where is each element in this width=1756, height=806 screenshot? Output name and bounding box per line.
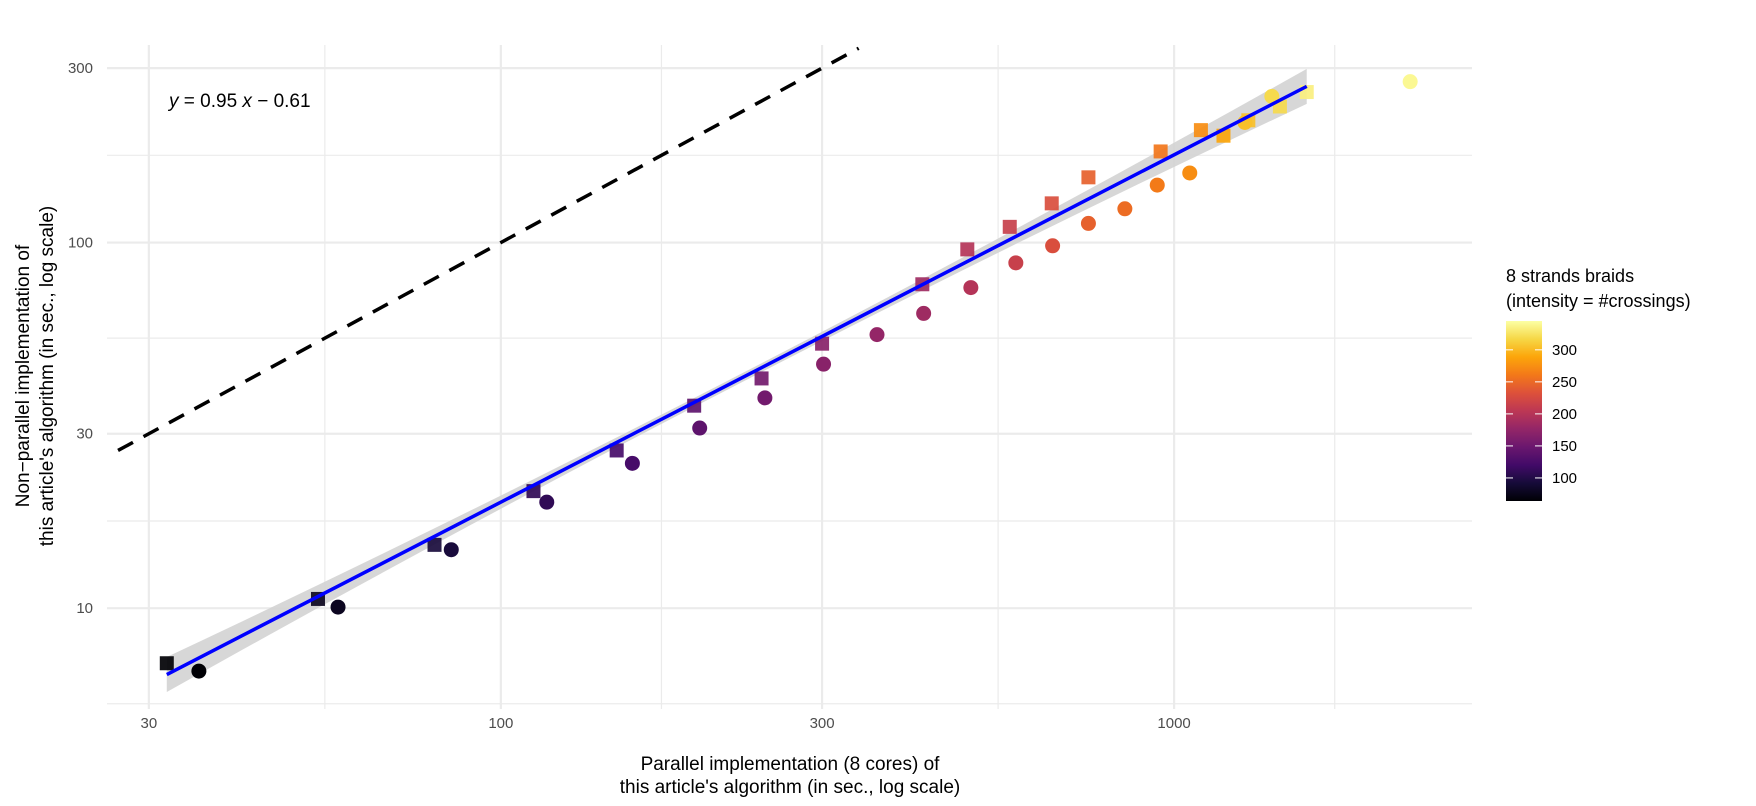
- square-point: [159, 656, 174, 671]
- colorbar-tick-label: 150: [1552, 438, 1577, 455]
- circle-point: [1402, 74, 1418, 90]
- square-point: [1002, 219, 1017, 234]
- colorbar-tick-label: 200: [1552, 406, 1577, 423]
- circle-point: [443, 542, 459, 558]
- circle-point: [1182, 165, 1198, 181]
- colorbar-tick-label: 100: [1552, 470, 1577, 487]
- x-tick-label: 30: [140, 715, 157, 732]
- circle-point: [692, 420, 708, 436]
- colorbar-tick-label: 300: [1552, 342, 1577, 359]
- square-point: [1081, 170, 1096, 185]
- y-tick-label: 100: [68, 235, 93, 252]
- circle-point: [191, 663, 207, 679]
- circle-point: [1080, 215, 1096, 231]
- x-axis-title-line2: this article's algorithm (in sec., log s…: [620, 777, 960, 798]
- circle-point: [816, 356, 832, 372]
- color-legend: 8 strands braids (intensity = #crossings…: [1506, 266, 1691, 501]
- x-tick-label: 100: [488, 715, 513, 732]
- reference-line-y-equals-x: [117, 46, 860, 453]
- circle-point: [330, 599, 346, 615]
- circle-point: [539, 494, 555, 510]
- x-tick-labels: 30 100 300 1000: [140, 715, 1190, 732]
- y-tick-label: 10: [76, 600, 93, 617]
- circle-point: [916, 305, 932, 321]
- square-point: [754, 371, 769, 386]
- x-axis-title-line1: Parallel implementation (8 cores) of: [641, 754, 941, 775]
- y-tick-label: 30: [76, 426, 93, 443]
- fit-line: [165, 84, 1308, 677]
- circle-point: [1008, 255, 1024, 271]
- circle-point: [1264, 88, 1280, 104]
- x-tick-label: 1000: [1157, 715, 1190, 732]
- circle-point: [1117, 201, 1133, 217]
- square-point: [960, 242, 975, 257]
- square-point: [609, 443, 624, 458]
- square-point: [1044, 196, 1059, 211]
- y-tick-labels: 10 30 100 300: [68, 60, 93, 617]
- fit-equation-annotation: y = 0.95 x − 0.61: [167, 91, 311, 112]
- circle-point: [869, 327, 885, 343]
- square-point: [1153, 144, 1168, 159]
- circle-point: [963, 280, 979, 296]
- lines: [117, 46, 1308, 677]
- legend-title-line2: (intensity = #crossings): [1506, 291, 1691, 311]
- y-tick-label: 300: [68, 60, 93, 77]
- circle-point: [1149, 177, 1165, 193]
- colorbar: [1506, 321, 1542, 501]
- annotation-rest: − 0.61: [252, 91, 311, 112]
- colorbar-tick-label: 250: [1552, 374, 1577, 391]
- annotation-y: y: [167, 91, 180, 112]
- circle-point: [1045, 238, 1061, 254]
- circle-point: [624, 455, 640, 471]
- y-axis-title-line1: Non−parallel implementation of: [13, 244, 34, 507]
- annotation-eq: = 0.95: [179, 91, 243, 112]
- x-tick-label: 300: [810, 715, 835, 732]
- square-point: [427, 537, 442, 552]
- circle-point: [757, 390, 773, 406]
- square-point: [1193, 123, 1208, 138]
- annotation-x: x: [241, 91, 253, 112]
- legend-title-line1: 8 strands braids: [1506, 266, 1634, 286]
- y-axis-title-line2: this article's algorithm (in sec., log s…: [37, 206, 58, 546]
